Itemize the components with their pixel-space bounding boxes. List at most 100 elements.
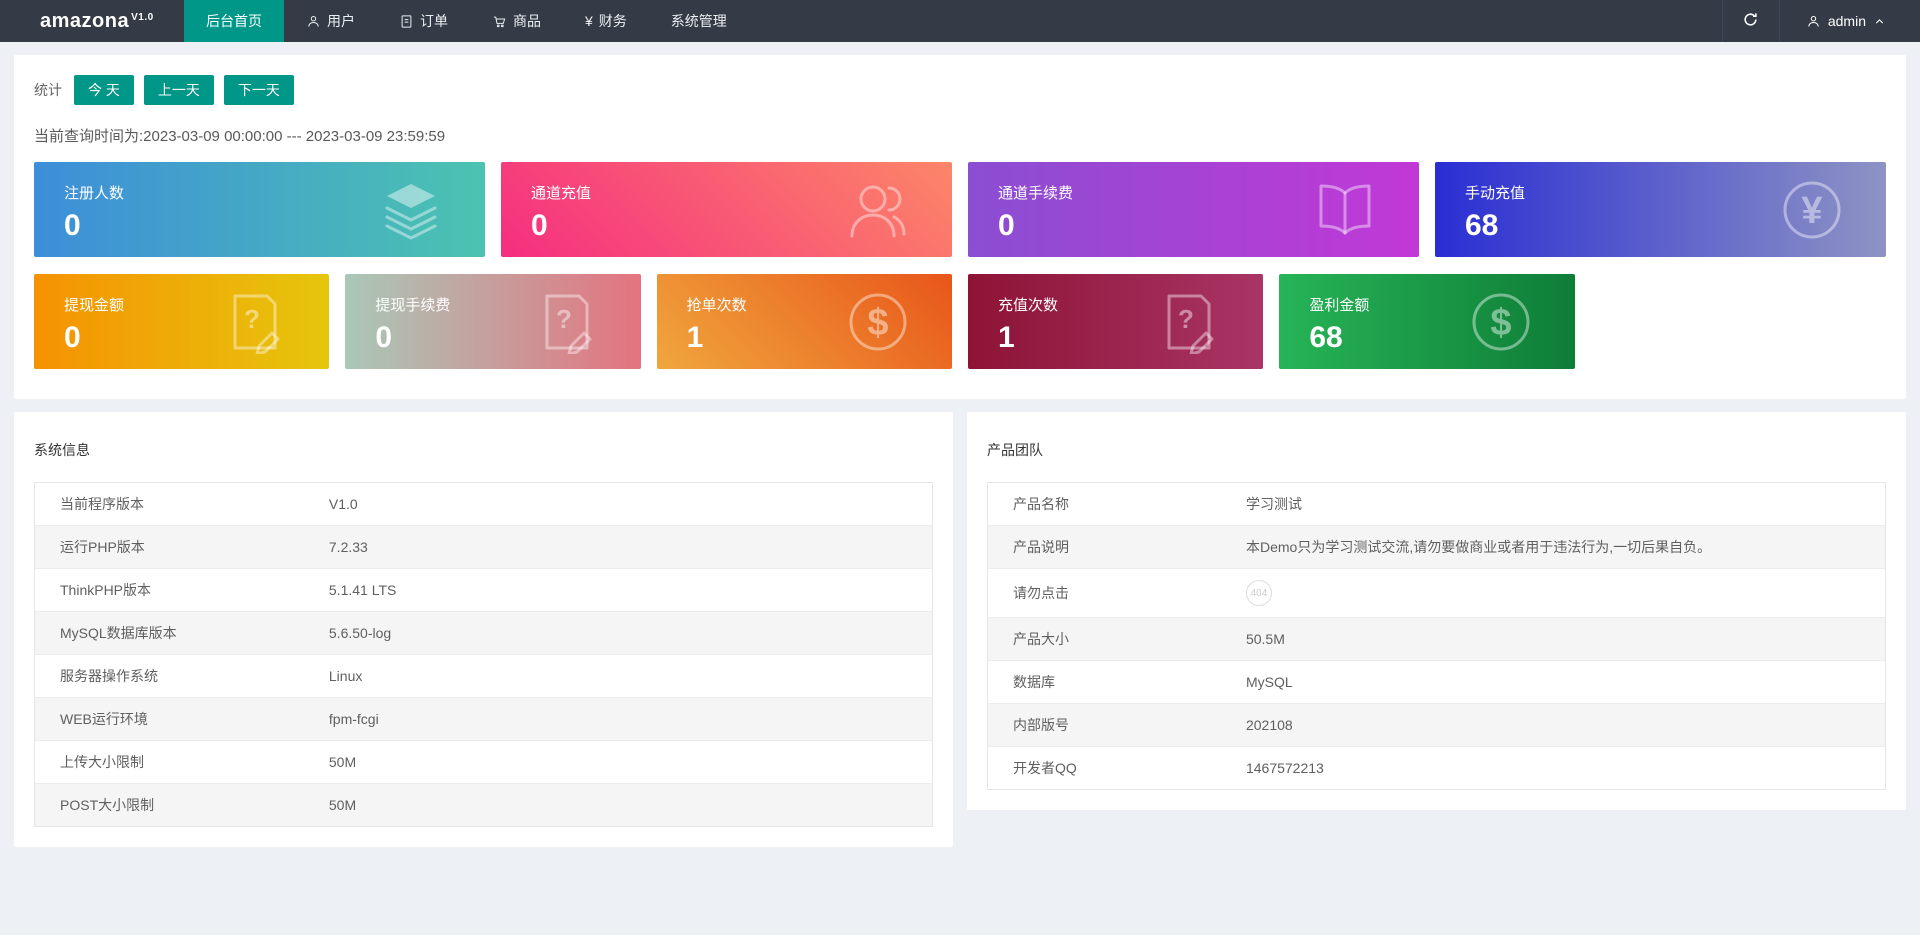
stat-card-value: 0 (64, 321, 81, 354)
stat-card-title: 充值次数 (998, 297, 1059, 314)
stat-card-title: 通道手续费 (998, 185, 1074, 202)
stat-card-value: 68 (1309, 321, 1343, 354)
row-label: 内部版号 (1013, 717, 1069, 733)
row-label: 产品名称 (1013, 496, 1069, 512)
table-row: 内部版号 202108 (987, 703, 1886, 747)
nav-item-finance[interactable]: ¥ 财务 (563, 0, 649, 42)
row-value: 50M (328, 754, 357, 770)
row-label: 运行PHP版本 (60, 539, 145, 555)
stat-card-withdraw-amount: 提现金额 0 ? (34, 274, 330, 369)
nav-item-label: 系统管理 (670, 13, 727, 29)
stat-card-withdraw-fee: 提现手续费 0 ? (345, 274, 641, 369)
table-row: 当前程序版本 V1.0 (34, 483, 933, 526)
next-day-button[interactable]: 下一天 (223, 75, 294, 105)
nav-item-label: 财务 (598, 13, 627, 29)
row-label: 数据库 (1013, 674, 1055, 690)
nav-item-orders[interactable]: 订单 (377, 0, 470, 42)
stat-card-title: 提现金额 (64, 297, 125, 314)
user-menu[interactable]: admin (1780, 0, 1920, 42)
user-icon (306, 14, 321, 29)
layers-icon (379, 178, 443, 242)
user-icon (1806, 14, 1821, 29)
stats-label: 统计 (34, 82, 62, 98)
svg-text:¥: ¥ (1801, 190, 1822, 232)
table-row: 运行PHP版本 7.2.33 (34, 525, 933, 569)
system-info-title: 系统信息 (34, 442, 90, 458)
info-section: 系统信息 当前程序版本 V1.0 运行PHP版本 7.2.33 ThinkPHP… (14, 412, 1906, 847)
row-value: Linux (328, 668, 363, 684)
users-icon (846, 178, 910, 242)
row-label: 服务器操作系统 (60, 668, 158, 684)
nav-item-dashboard[interactable]: 后台首页 (184, 0, 284, 42)
row-label: 请勿点击 (1013, 585, 1069, 601)
stat-card-registered-users: 注册人数 0 (34, 162, 485, 257)
table-row: 服务器操作系统 Linux (34, 655, 933, 698)
stats-header: 统计 今 天 上一天 下一天 (34, 75, 1886, 105)
row-value: V1.0 (328, 496, 358, 512)
row-label: 当前程序版本 (60, 496, 144, 512)
nav-item-label: 商品 (513, 13, 541, 29)
brand-version: V1.0 (131, 11, 154, 23)
row-label: ThinkPHP版本 (60, 582, 152, 598)
stat-card-manual-recharge: 手动充值 68 ¥ (1435, 162, 1886, 257)
yen-icon: ¥ (585, 13, 593, 29)
book-icon (1313, 178, 1377, 242)
doc-question-icon: ? (535, 290, 599, 354)
table-row: 产品名称 学习测试 (987, 483, 1886, 526)
nav-item-products[interactable]: 商品 (470, 0, 563, 42)
product-team-title: 产品团队 (987, 442, 1043, 458)
query-time-text: 当前查询时间为:2023-03-09 00:00:00 --- 2023-03-… (34, 128, 446, 145)
stats-panel: 统计 今 天 上一天 下一天 当前查询时间为:2023-03-09 00:00:… (14, 55, 1906, 399)
row-label: POST大小限制 (60, 797, 155, 813)
table-row: 数据库 MySQL (987, 661, 1886, 704)
system-info-panel: 系统信息 当前程序版本 V1.0 运行PHP版本 7.2.33 ThinkPHP… (14, 412, 953, 847)
dollar-circle-icon: $ (1469, 290, 1533, 354)
row-label: 产品说明 (1013, 539, 1069, 555)
stat-card-value: 1 (998, 321, 1015, 354)
svg-text:?: ? (556, 304, 572, 334)
refresh-button[interactable] (1721, 0, 1780, 42)
row-value: 7.2.33 (328, 539, 368, 555)
row-label: WEB运行环境 (60, 711, 148, 727)
nav-item-system[interactable]: 系统管理 (649, 0, 749, 42)
table-row: 请勿点击 404 (987, 569, 1886, 618)
row-value: 5.6.50-log (328, 625, 392, 641)
main-nav: 后台首页 用户 订单 商品 ¥ 财务 系统管理 (184, 0, 749, 42)
stat-card-channel-recharge: 通道充值 0 (501, 162, 952, 257)
navbar-right: admin (1721, 0, 1920, 42)
brand-logo[interactable]: amazona V1.0 (0, 0, 184, 42)
table-row: WEB运行环境 fpm-fcgi (34, 697, 933, 741)
nav-item-label: 订单 (420, 13, 448, 29)
table-row: ThinkPHP版本 5.1.41 LTS (34, 569, 933, 612)
stat-cards-row-1: 注册人数 0 通道充值 0 (34, 162, 1886, 257)
row-value: 50M (328, 797, 357, 813)
stat-card-grab-orders: 抢单次数 1 $ (656, 274, 952, 369)
nav-item-users[interactable]: 用户 (284, 0, 377, 42)
row-label: MySQL数据库版本 (60, 625, 177, 641)
do-not-click-badge[interactable]: 404 (1245, 580, 1272, 606)
yen-circle-icon: ¥ (1780, 178, 1844, 242)
stat-cards-row-2: 提现金额 0 ? 提现手续费 0 ? 抢单次数 (34, 274, 1886, 369)
product-team-table: 产品名称 学习测试 产品说明 本Demo只为学习测试交流,请勿要做商业或者用于违… (987, 482, 1886, 790)
row-value: 202108 (1245, 717, 1293, 733)
previous-day-button[interactable]: 上一天 (143, 75, 214, 105)
row-label: 开发者QQ (1013, 760, 1077, 776)
table-row: MySQL数据库版本 5.6.50-log (34, 611, 933, 655)
today-button[interactable]: 今 天 (74, 75, 134, 105)
stat-card-channel-fee: 通道手续费 0 (968, 162, 1419, 257)
stat-card-value: 68 (1465, 209, 1499, 242)
stat-card-value: 0 (531, 209, 548, 242)
nav-item-label: 后台首页 (206, 13, 262, 29)
row-value: 1467572213 (1245, 760, 1324, 776)
stat-card-title: 通道充值 (531, 185, 592, 202)
svg-text:$: $ (867, 302, 888, 344)
stat-card-recharge-count: 充值次数 1 ? (968, 274, 1264, 369)
svg-text:?: ? (244, 304, 260, 334)
dollar-circle-icon: $ (846, 290, 910, 354)
chevron-up-icon (1873, 15, 1886, 28)
row-value: 404 (1221, 569, 1886, 618)
row-value: 学习测试 (1245, 496, 1302, 512)
table-row: 上传大小限制 50M (34, 741, 933, 784)
doc-question-icon: ? (223, 290, 287, 354)
row-label: 上传大小限制 (60, 754, 144, 770)
